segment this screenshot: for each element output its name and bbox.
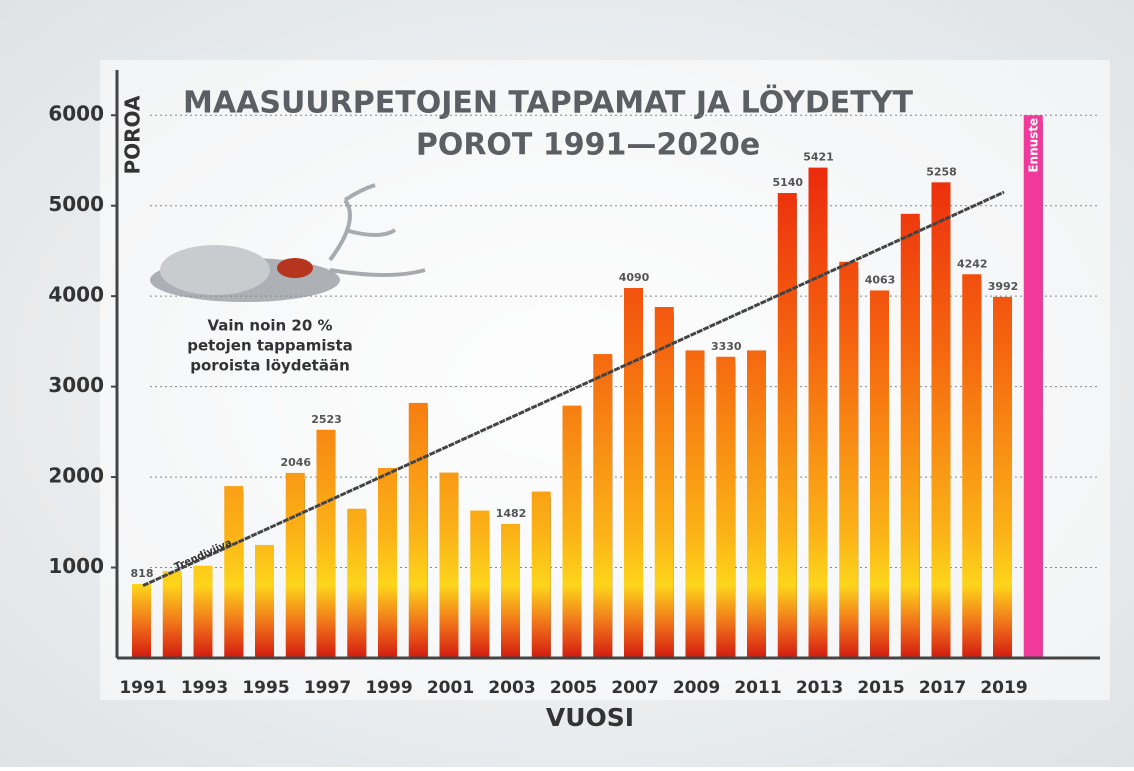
x-tick-label: 1993	[181, 678, 228, 698]
annotation: petojen tappamista	[187, 337, 352, 355]
x-tick-label: 2011	[734, 678, 781, 698]
x-tick-label: 2015	[857, 678, 904, 698]
chart-title: MAASUURPETOJEN TAPPAMAT JA LÖYDETYT	[183, 84, 913, 121]
forecast-label: Ennuste	[1026, 118, 1040, 173]
y-tick-label: 3000	[48, 373, 104, 397]
y-tick-label: 1000	[48, 554, 104, 578]
bar	[870, 290, 889, 658]
annotation: poroista löydetään	[190, 357, 350, 375]
y-tick-label: 2000	[48, 464, 104, 488]
x-tick-label: 2017	[919, 678, 966, 698]
value-label: 4090	[619, 271, 650, 284]
bar	[716, 357, 735, 658]
value-label: 4242	[957, 257, 988, 270]
x-axis-label: VUOSI	[546, 703, 634, 732]
bar	[747, 350, 766, 658]
bar	[532, 492, 551, 658]
bar	[901, 214, 920, 658]
x-tick-label: 2001	[427, 678, 474, 698]
bar	[317, 430, 336, 658]
value-label: 2046	[280, 456, 311, 469]
chart-title: POROT 1991—2020e	[416, 128, 760, 163]
y-tick-label: 4000	[48, 283, 104, 307]
x-tick-label: 2019	[980, 678, 1027, 698]
bar	[932, 182, 951, 658]
bar	[809, 168, 828, 658]
y-tick-label: 5000	[48, 192, 104, 216]
x-tick-label: 2005	[550, 678, 597, 698]
bar	[1024, 115, 1043, 658]
annotation: Vain noin 20 %	[207, 317, 332, 335]
x-tick-label: 1991	[119, 678, 166, 698]
bar	[686, 350, 705, 658]
bar	[962, 274, 981, 658]
value-label: 3992	[988, 280, 1019, 293]
y-tick-label: 6000	[48, 102, 104, 126]
x-tick-label: 2013	[796, 678, 843, 698]
bar	[993, 297, 1012, 658]
x-tick-label: 2009	[673, 678, 720, 698]
bar	[194, 566, 213, 658]
value-label: 2523	[311, 413, 342, 426]
value-label: 5421	[803, 151, 834, 164]
x-tick-label: 2007	[611, 678, 658, 698]
bar	[778, 193, 797, 658]
bar	[501, 524, 520, 658]
bar	[624, 288, 643, 658]
value-label: 1482	[496, 507, 527, 520]
bar	[563, 406, 582, 658]
bar	[839, 262, 858, 658]
bar	[655, 307, 674, 658]
value-label: 5258	[926, 165, 957, 178]
bar	[286, 473, 305, 658]
bar	[378, 468, 397, 658]
bar	[132, 584, 151, 658]
value-label: 3330	[711, 340, 742, 353]
bar	[163, 571, 182, 658]
bar	[593, 354, 612, 658]
value-label: 5140	[772, 176, 803, 189]
value-label: 818	[131, 567, 154, 580]
chart: MAASUURPETOJEN TAPPAMAT JA LÖYDETYT PORO…	[0, 0, 1134, 767]
bar	[347, 509, 366, 658]
y-axis-label: POROA	[121, 95, 145, 175]
x-tick-label: 1995	[242, 678, 289, 698]
bar	[470, 511, 489, 658]
bar	[440, 473, 459, 658]
x-tick-label: 2003	[488, 678, 535, 698]
bar	[409, 403, 428, 658]
x-tick-label: 1997	[304, 678, 351, 698]
value-label: 4063	[865, 273, 896, 286]
bar	[255, 545, 274, 658]
x-tick-label: 1999	[365, 678, 412, 698]
bar	[224, 486, 243, 658]
